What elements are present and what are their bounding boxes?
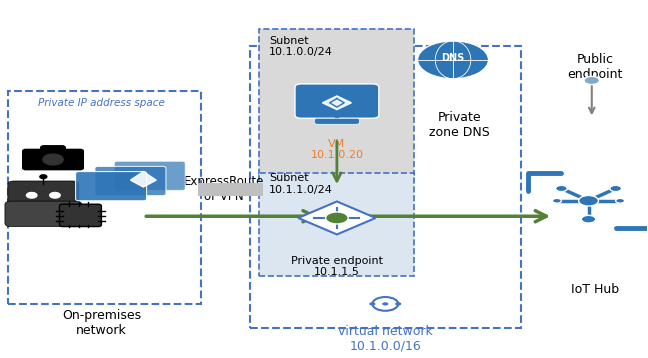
Circle shape — [325, 212, 348, 224]
Polygon shape — [323, 96, 351, 110]
Circle shape — [50, 193, 60, 198]
Text: IoT Hub: IoT Hub — [571, 283, 619, 296]
FancyBboxPatch shape — [5, 201, 82, 227]
FancyBboxPatch shape — [198, 183, 262, 195]
Circle shape — [417, 41, 489, 79]
Circle shape — [395, 302, 401, 305]
Text: Public
endpoint: Public endpoint — [567, 53, 623, 81]
Text: Private endpoint
10.1.1.5: Private endpoint 10.1.1.5 — [291, 256, 383, 277]
FancyBboxPatch shape — [8, 91, 202, 304]
FancyBboxPatch shape — [295, 84, 379, 118]
FancyBboxPatch shape — [95, 166, 166, 195]
FancyBboxPatch shape — [8, 181, 79, 207]
Text: VM
10.1.0.20: VM 10.1.0.20 — [310, 139, 364, 160]
Text: On-premises
network: On-premises network — [62, 309, 141, 337]
Circle shape — [43, 154, 63, 165]
FancyBboxPatch shape — [60, 204, 101, 227]
Text: Subnet
10.1.0.0/24: Subnet 10.1.0.0/24 — [269, 36, 333, 57]
Circle shape — [27, 193, 37, 198]
Text: Private
zone DNS: Private zone DNS — [429, 111, 490, 139]
Polygon shape — [298, 202, 376, 234]
FancyBboxPatch shape — [23, 149, 84, 170]
Circle shape — [552, 198, 561, 203]
Text: DNS: DNS — [441, 53, 465, 63]
FancyBboxPatch shape — [259, 29, 414, 180]
FancyBboxPatch shape — [114, 161, 185, 190]
FancyBboxPatch shape — [249, 46, 521, 328]
FancyBboxPatch shape — [76, 171, 146, 201]
Text: virtual network
10.1.0.0/16: virtual network 10.1.0.0/16 — [338, 324, 433, 353]
Polygon shape — [130, 171, 156, 187]
Text: Private IP address space: Private IP address space — [38, 98, 165, 108]
Circle shape — [369, 302, 375, 305]
FancyBboxPatch shape — [314, 118, 360, 124]
Circle shape — [584, 76, 599, 84]
Text: Subnet
10.1.1.0/24: Subnet 10.1.1.0/24 — [269, 173, 333, 195]
Text: ExpressRoute
or VPN: ExpressRoute or VPN — [184, 175, 264, 203]
Circle shape — [616, 198, 625, 203]
FancyBboxPatch shape — [41, 146, 65, 154]
Circle shape — [610, 185, 621, 192]
Circle shape — [40, 175, 47, 179]
Circle shape — [555, 185, 567, 192]
FancyBboxPatch shape — [259, 173, 414, 276]
Circle shape — [373, 297, 399, 311]
Circle shape — [581, 215, 596, 223]
Circle shape — [382, 302, 388, 305]
Circle shape — [579, 195, 599, 206]
